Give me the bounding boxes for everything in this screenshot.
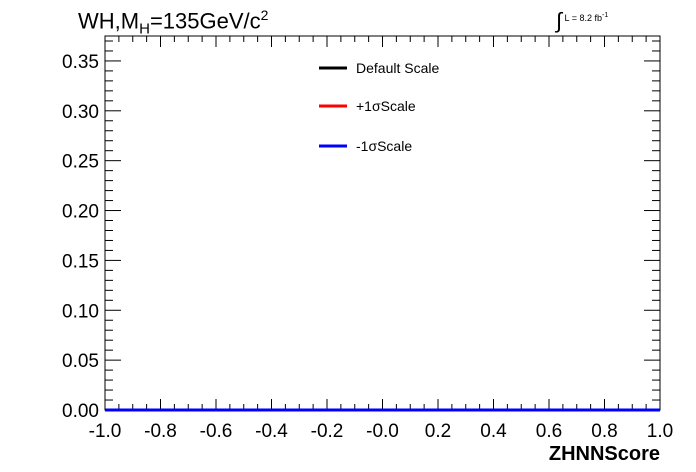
x-tick-label: 0.8: [591, 421, 617, 442]
y-axis: 0.00 0.05 0.10 0.15 0.20 0.25 0.30 0.35: [62, 40, 660, 422]
title-rest: =135GeV/c: [149, 8, 261, 34]
luminosity-label: ∫ L = 8.2 fb-1: [556, 8, 608, 34]
plot-frame: [104, 35, 661, 411]
x-tick-label: -0.0: [366, 421, 399, 442]
x-axis: -1.0 -0.8 -0.6 -0.4 -0.2 -0.0 0.2 0.4 0.6 0.8 1.0: [89, 36, 673, 442]
y-tick-label: 0.15: [62, 251, 99, 272]
x-tick-label: -0.8: [144, 421, 177, 442]
y-tick-label: 0.25: [62, 152, 99, 173]
x-tick-label: -0.2: [311, 421, 344, 442]
y-tick-label: 0.20: [62, 202, 99, 223]
integral-symbol: ∫: [556, 8, 563, 33]
legend: Default Scale +1σScale -1σScale: [319, 60, 439, 154]
x-axis-label: ZHNNScore: [548, 443, 660, 465]
x-tick-label: 1.0: [647, 421, 673, 442]
y-tick-label: 0.35: [62, 52, 99, 73]
x-tick-label: -0.6: [200, 421, 233, 442]
x-tick-label: -1.0: [89, 421, 122, 442]
x-tick-label: 0.6: [536, 421, 562, 442]
legend-label: Default Scale: [356, 60, 439, 76]
title-superscript: 2: [260, 7, 269, 23]
x-tick-label: 0.2: [425, 421, 451, 442]
legend-label: -1σScale: [356, 138, 412, 154]
y-tick-label: 0.30: [62, 102, 99, 123]
y-tick-label: 0.05: [62, 351, 99, 372]
luminosity-superscript: -1: [602, 12, 609, 19]
y-tick-label: 0.10: [62, 301, 99, 322]
chart-title: WH,MH=135GeV/c2: [78, 7, 268, 38]
title-main: WH,M: [78, 8, 140, 34]
title-subscript: H: [139, 20, 150, 38]
x-tick-label: -0.4: [255, 421, 288, 442]
x-tick-label: 0.4: [480, 421, 507, 442]
luminosity-text: L = 8.2 fb: [564, 13, 602, 23]
legend-label: +1σScale: [356, 98, 416, 114]
y-tick-label: 0.00: [62, 401, 99, 422]
